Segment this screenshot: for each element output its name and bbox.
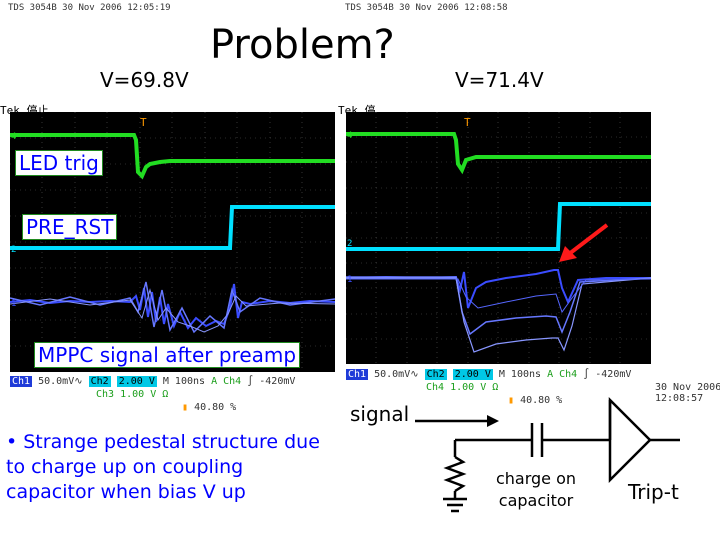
- right-reset-trace: [346, 202, 651, 251]
- right-trigger-marker-icon: ▮: [508, 395, 515, 406]
- left-trigger-position: ▮ 40.80 %: [182, 402, 236, 413]
- right-signal-trace-3: [346, 277, 651, 353]
- right-scope-header: TDS 3054B 30 Nov 2006 12:08:58: [345, 3, 508, 13]
- left-ch3-scale: 1.00 V Ω: [120, 389, 169, 400]
- left-ch1-tag: Ch1: [10, 376, 33, 387]
- right-oscilloscope-screen: 4 2 1 T: [346, 112, 651, 364]
- left-signal-trace-2: [10, 281, 335, 334]
- right-trig-tag: A Ch4: [547, 369, 578, 380]
- signal-label: signal: [350, 402, 410, 426]
- right-ch1-scale: 50.0mV∿: [374, 369, 419, 380]
- svg-text:2: 2: [347, 239, 352, 249]
- left-oscilloscope-screen: 4 2 1 T: [10, 112, 335, 372]
- left-ch4-level: ∫ -420mV: [247, 376, 296, 387]
- left-trigger-marker-icon: ▮: [182, 402, 189, 413]
- left-trigger-pos-value: 40.80 %: [194, 402, 237, 413]
- right-signal-trace-1: [346, 269, 651, 309]
- left-ch2-tag: Ch2: [88, 376, 111, 387]
- left-timebase: M 100ns: [162, 376, 206, 387]
- right-status-row-2: Ch4 1.00 V Ω: [426, 382, 498, 393]
- right-voltage-label: V=71.4V: [455, 68, 544, 92]
- right-trig-level: ∫ -420mV: [583, 369, 632, 380]
- right-ch2-scale: 2.00 V: [452, 369, 493, 380]
- left-led-trace: [10, 133, 335, 180]
- right-signal-trace-4: [346, 278, 651, 314]
- svg-text:T: T: [464, 116, 471, 129]
- left-status-row-2: Ch3 1.00 V Ω: [96, 389, 168, 400]
- left-signal-trace-3: [10, 288, 335, 333]
- right-status-row-1: Ch1 50.0mV∿ Ch2 2.00 V M 100ns A Ch4 ∫ -…: [346, 369, 631, 380]
- led-trig-label: LED trig: [15, 150, 103, 176]
- left-signal-trace-1: [10, 283, 335, 330]
- red-arrow-icon: [559, 223, 609, 262]
- right-signal-trace-2: [346, 276, 651, 336]
- svg-text:T: T: [140, 116, 147, 129]
- comparator-icon: [608, 396, 652, 484]
- left-reset-trace: [10, 205, 335, 250]
- svg-text:2: 2: [11, 245, 16, 255]
- left-ch1-scale: 50.0mV∿: [38, 376, 83, 387]
- right-ch4-scale: 1.00 V Ω: [450, 382, 499, 393]
- trip-label: Trip-t: [628, 480, 679, 504]
- svg-text:4: 4: [347, 131, 352, 141]
- right-ch1-tag: Ch1: [346, 369, 369, 380]
- resistor-icon: [443, 455, 467, 493]
- mppc-signal-label: MPPC signal after preamp: [34, 342, 301, 368]
- svg-text:1: 1: [11, 299, 16, 309]
- right-timebase: M 100ns: [498, 369, 542, 380]
- right-trigger-pos-value: 40.80 %: [520, 395, 563, 406]
- right-datetime: 30 Nov 2006 12:08:57: [655, 382, 720, 404]
- svg-text:4: 4: [11, 132, 16, 142]
- left-voltage-label: V=69.8V: [100, 68, 189, 92]
- right-date: 30 Nov 2006: [655, 382, 720, 393]
- svg-text:1: 1: [347, 275, 352, 285]
- right-time: 12:08:57: [655, 393, 704, 404]
- right-ch2-tag: Ch2: [424, 369, 447, 380]
- signal-arrow-icon: [487, 415, 499, 427]
- right-ch4-tag: Ch4: [426, 382, 445, 393]
- left-ch4-tag: A Ch4: [211, 376, 242, 387]
- right-led-trace: [346, 132, 651, 175]
- charge-on-capacitor-label: charge on capacitor: [495, 469, 577, 510]
- page-title: Problem?: [210, 22, 395, 68]
- circuit-diagram: [415, 396, 680, 513]
- right-trigger-position: ▮ 40.80 %: [508, 395, 562, 406]
- left-ch2-scale: 2.00 V: [116, 376, 157, 387]
- explanation-note: • Strange pedestal structure due to char…: [6, 431, 320, 503]
- left-status-row-1: Ch1 50.0mV∿ Ch2 2.00 V M 100ns A Ch4 ∫ -…: [10, 376, 295, 387]
- left-scope-header: TDS 3054B 30 Nov 2006 12:05:19: [8, 3, 171, 13]
- left-ch3-tag: Ch3: [96, 389, 115, 400]
- pre-rst-label: PRE_RST: [22, 214, 118, 240]
